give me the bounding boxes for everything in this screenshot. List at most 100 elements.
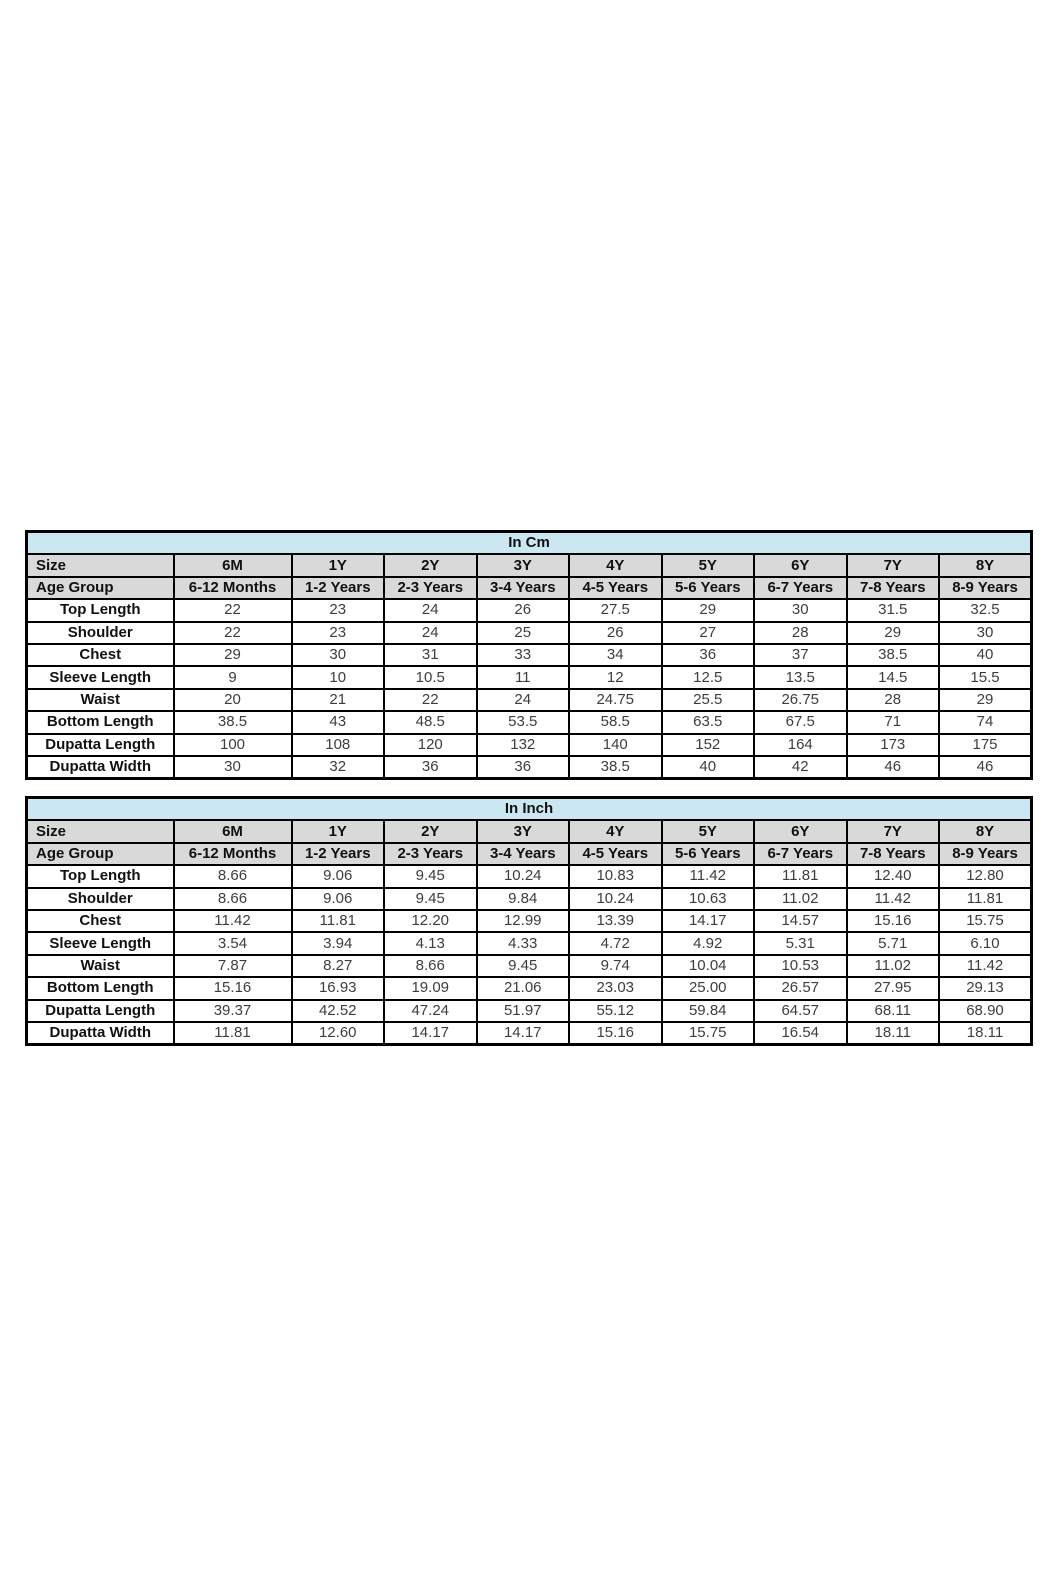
value-cell: 21.06: [475, 976, 570, 1001]
table-title: In Cm: [25, 530, 1033, 556]
measurement-row: Bottom Length 38.5 43 48.5 53.5 58.5 63.5 67.5 7…: [25, 710, 1033, 735]
value-cell: 26.57: [753, 976, 848, 1001]
measurement-row: Shoulder 22 23 24 25 26 27 28 29 30: [25, 620, 1033, 645]
col-header-cell: 2Y: [383, 819, 478, 844]
value-cell: 38.5: [845, 642, 940, 668]
value-cell: 30: [938, 620, 1033, 645]
col-header-cell: 7Y: [845, 819, 940, 844]
value-cell: 11.42: [845, 886, 940, 911]
value-cell: 9.06: [290, 886, 385, 911]
measurement-row: Bottom Length 15.16 16.93 19.09 21.06 23.03 25…: [25, 976, 1033, 1001]
value-cell: 42: [753, 754, 848, 780]
value-cell: 9.45: [475, 953, 570, 979]
value-cell: 24: [475, 687, 570, 713]
measurement-row: Sleeve Length 9 10 10.5 11 12 12.5 13.5 14.5 15.5: [25, 665, 1033, 690]
measurement-row: Chest 29 30 31 33 34 36 37 38.5 40: [25, 642, 1033, 668]
col-header-cell: 8Y: [938, 553, 1033, 578]
size-header-label: Size: [25, 819, 175, 844]
value-cell: 3.54: [172, 931, 293, 956]
value-cell: 32.5: [938, 598, 1033, 623]
value-cell: 11.42: [660, 864, 755, 889]
value-cell: 10.24: [475, 864, 570, 889]
col-header-cell: 4Y: [568, 553, 663, 578]
col-header-cell: 2Y: [383, 553, 478, 578]
size-header-label: Size: [25, 553, 175, 578]
value-cell: 8.66: [172, 864, 293, 889]
value-cell: 9: [172, 665, 293, 690]
value-cell: 12.40: [845, 864, 940, 889]
value-cell: 15.16: [172, 976, 293, 1001]
value-cell: 46: [938, 754, 1033, 780]
measurement-row: Waist 7.87 8.27 8.66 9.45 9.74 10.04 10.53 11.02…: [25, 953, 1033, 979]
row-label-cell: Chest: [25, 642, 175, 668]
value-cell: 8.27: [290, 953, 385, 979]
value-cell: 173: [845, 732, 940, 757]
value-cell: 10.63: [660, 886, 755, 911]
value-cell: 55.12: [568, 998, 663, 1023]
value-cell: 15.75: [660, 1020, 755, 1046]
value-cell: 33: [475, 642, 570, 668]
value-cell: 39.37: [172, 998, 293, 1023]
row-label-cell: Sleeve Length: [25, 931, 175, 956]
age-group-cell: 6-12 Months: [172, 575, 293, 601]
value-cell: 29.13: [938, 976, 1033, 1001]
size-header-row: Size 6M 1Y 2Y 3Y 4Y 5Y 6Y 7Y 8Y: [25, 553, 1033, 578]
value-cell: 9.06: [290, 864, 385, 889]
value-cell: 40: [660, 754, 755, 780]
value-cell: 43: [290, 710, 385, 735]
value-cell: 15.5: [938, 665, 1033, 690]
measurement-row: Dupatta Length 100 108 120 132 140 152 164 173 17…: [25, 732, 1033, 757]
age-group-label: Age Group: [25, 575, 175, 601]
value-cell: 15.75: [938, 908, 1033, 934]
value-cell: 11.81: [172, 1020, 293, 1046]
value-cell: 46: [845, 754, 940, 780]
value-cell: 100: [172, 732, 293, 757]
row-label-cell: Bottom Length: [25, 710, 175, 735]
value-cell: 11.42: [938, 953, 1033, 979]
value-cell: 5.71: [845, 931, 940, 956]
row-label-cell: Waist: [25, 687, 175, 713]
value-cell: 51.97: [475, 998, 570, 1023]
row-label-cell: Dupatta Length: [25, 998, 175, 1023]
value-cell: 4.13: [383, 931, 478, 956]
value-cell: 24: [383, 620, 478, 645]
value-cell: 25: [475, 620, 570, 645]
col-header-cell: 1Y: [290, 553, 385, 578]
value-cell: 27.95: [845, 976, 940, 1001]
value-cell: 48.5: [383, 710, 478, 735]
value-cell: 29: [938, 687, 1033, 713]
col-header-cell: 3Y: [475, 553, 570, 578]
value-cell: 9.45: [383, 886, 478, 911]
age-group-cell: 6-7 Years: [753, 575, 848, 601]
value-cell: 16.93: [290, 976, 385, 1001]
age-group-cell: 5-6 Years: [660, 575, 755, 601]
value-cell: 24.75: [568, 687, 663, 713]
value-cell: 15.16: [568, 1020, 663, 1046]
value-cell: 14.5: [845, 665, 940, 690]
value-cell: 11.42: [172, 908, 293, 934]
value-cell: 37: [753, 642, 848, 668]
row-label-cell: Shoulder: [25, 620, 175, 645]
value-cell: 11.02: [753, 886, 848, 911]
value-cell: 12.80: [938, 864, 1033, 889]
value-cell: 175: [938, 732, 1033, 757]
value-cell: 12.5: [660, 665, 755, 690]
value-cell: 22: [383, 687, 478, 713]
value-cell: 12.60: [290, 1020, 385, 1046]
value-cell: 30: [753, 598, 848, 623]
value-cell: 18.11: [845, 1020, 940, 1046]
measurement-row: Chest 11.42 11.81 12.20 12.99 13.39 14.17 14.57…: [25, 908, 1033, 934]
value-cell: 24: [383, 598, 478, 623]
row-label-cell: Shoulder: [25, 886, 175, 911]
value-cell: 23.03: [568, 976, 663, 1001]
value-cell: 14.57: [753, 908, 848, 934]
value-cell: 12.20: [383, 908, 478, 934]
measurement-row: Dupatta Width 30 32 36 36 38.5 40 42 46 46: [25, 754, 1033, 780]
age-group-cell: 6-7 Years: [753, 841, 848, 867]
value-cell: 10.5: [383, 665, 478, 690]
measurement-row: Waist 20 21 22 24 24.75 25.5 26.75 28 29: [25, 687, 1033, 713]
value-cell: 5.31: [753, 931, 848, 956]
value-cell: 8.66: [383, 953, 478, 979]
row-label-cell: Top Length: [25, 864, 175, 889]
